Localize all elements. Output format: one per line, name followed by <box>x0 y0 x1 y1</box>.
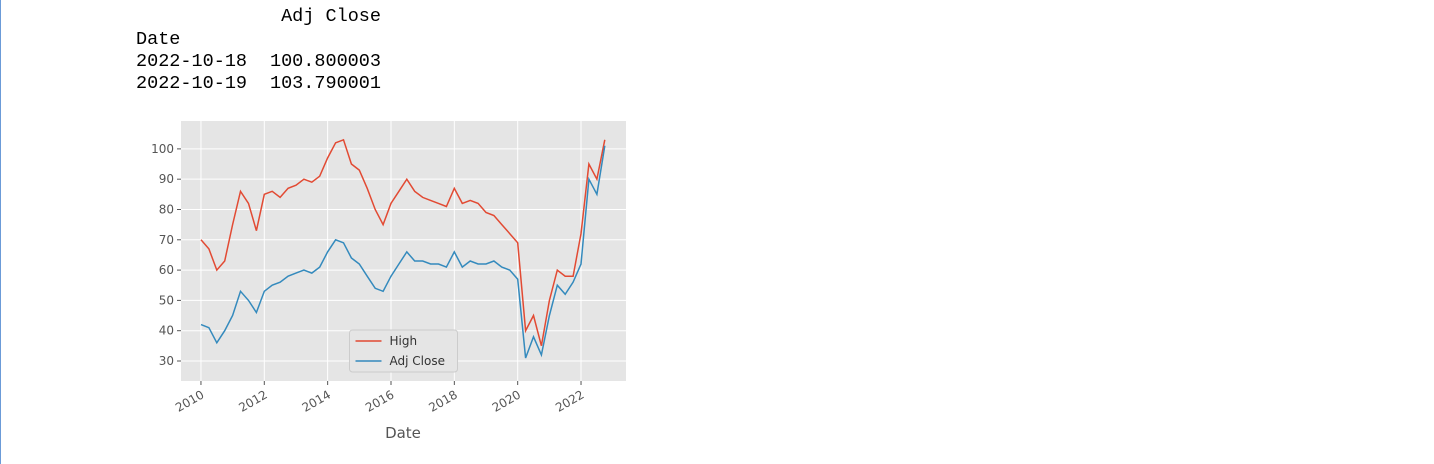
y-tick-label: 100 <box>151 142 174 156</box>
x-tick-label: 2022 <box>553 387 586 414</box>
x-tick-label: 2018 <box>426 387 459 414</box>
y-tick-label: 70 <box>159 233 174 247</box>
legend-label: High <box>390 334 418 348</box>
y-tick-label: 90 <box>159 172 174 186</box>
row-index: 2022-10-18 <box>136 51 247 72</box>
row-value: 100.800003 <box>270 51 381 72</box>
y-tick-label: 30 <box>159 354 174 368</box>
row-index: 2022-10-19 <box>136 73 247 94</box>
table-header: Adj Close <box>281 6 381 27</box>
x-tick-label: 2010 <box>173 387 206 414</box>
legend-label: Adj Close <box>390 354 445 368</box>
x-tick-label: 2020 <box>490 387 523 414</box>
y-tick-label: 60 <box>159 263 174 277</box>
y-tick-label: 50 <box>159 293 174 307</box>
x-axis-label: Date <box>385 424 421 442</box>
row-value: 103.790001 <box>270 73 381 94</box>
x-tick-label: 2012 <box>236 387 269 414</box>
y-tick-label: 40 <box>159 324 174 338</box>
y-tick-label: 80 <box>159 202 174 216</box>
line-series <box>200 145 606 359</box>
x-tick-label: 2014 <box>300 387 333 414</box>
index-name: Date <box>136 29 180 50</box>
x-tick-label: 2016 <box>363 387 396 414</box>
line-series <box>200 138 606 346</box>
